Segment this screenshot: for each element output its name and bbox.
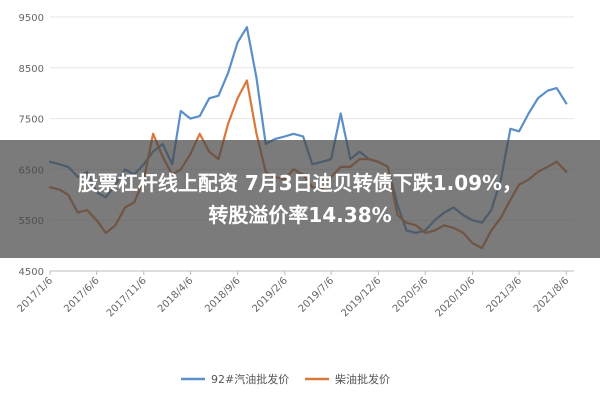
- legend-label: 92#汽油批发价: [211, 372, 289, 386]
- x-tick-label: 2017/6/6: [62, 275, 102, 315]
- x-tick-label: 2017/11/6: [105, 275, 149, 319]
- legend: 92#汽油批发价 柴油批发价: [181, 372, 390, 386]
- headline-line-2[interactable]: 转股溢价率14.38%: [208, 203, 392, 227]
- x-tick-label: 2019/12/6: [339, 275, 383, 319]
- y-tick-label: 9500: [19, 13, 44, 24]
- x-tick-label: 2019/7/6: [297, 275, 337, 315]
- x-tick-label: 2018/9/6: [203, 275, 243, 315]
- y-tick-label: 8500: [19, 64, 44, 75]
- y-tick-label: 4500: [19, 267, 44, 278]
- x-tick-label: 2021/3/6: [485, 275, 525, 315]
- x-tick-label: 2021/8/6: [532, 275, 572, 315]
- legend-label: 柴油批发价: [335, 372, 390, 386]
- x-axis-ticks: 2017/1/6 2017/6/6 2017/11/6 2018/4/6 2018/9/…: [16, 271, 572, 319]
- x-tick-label: 2020/5/6: [391, 275, 431, 315]
- x-tick-label: 2020/10/6: [434, 275, 478, 319]
- x-tick-label: 2017/1/6: [16, 275, 56, 315]
- headline-banner: 股票杠杆线上配资 7月3日迪贝转债下跌1.09%， 转股溢价率14.38%: [0, 140, 600, 258]
- headline-line-1[interactable]: 股票杠杆线上配资 7月3日迪贝转债下跌1.09%，: [77, 171, 523, 195]
- x-tick-label: 2019/2/6: [250, 275, 290, 315]
- x-tick-label: 2018/4/6: [156, 275, 196, 315]
- y-tick-label: 7500: [19, 115, 44, 126]
